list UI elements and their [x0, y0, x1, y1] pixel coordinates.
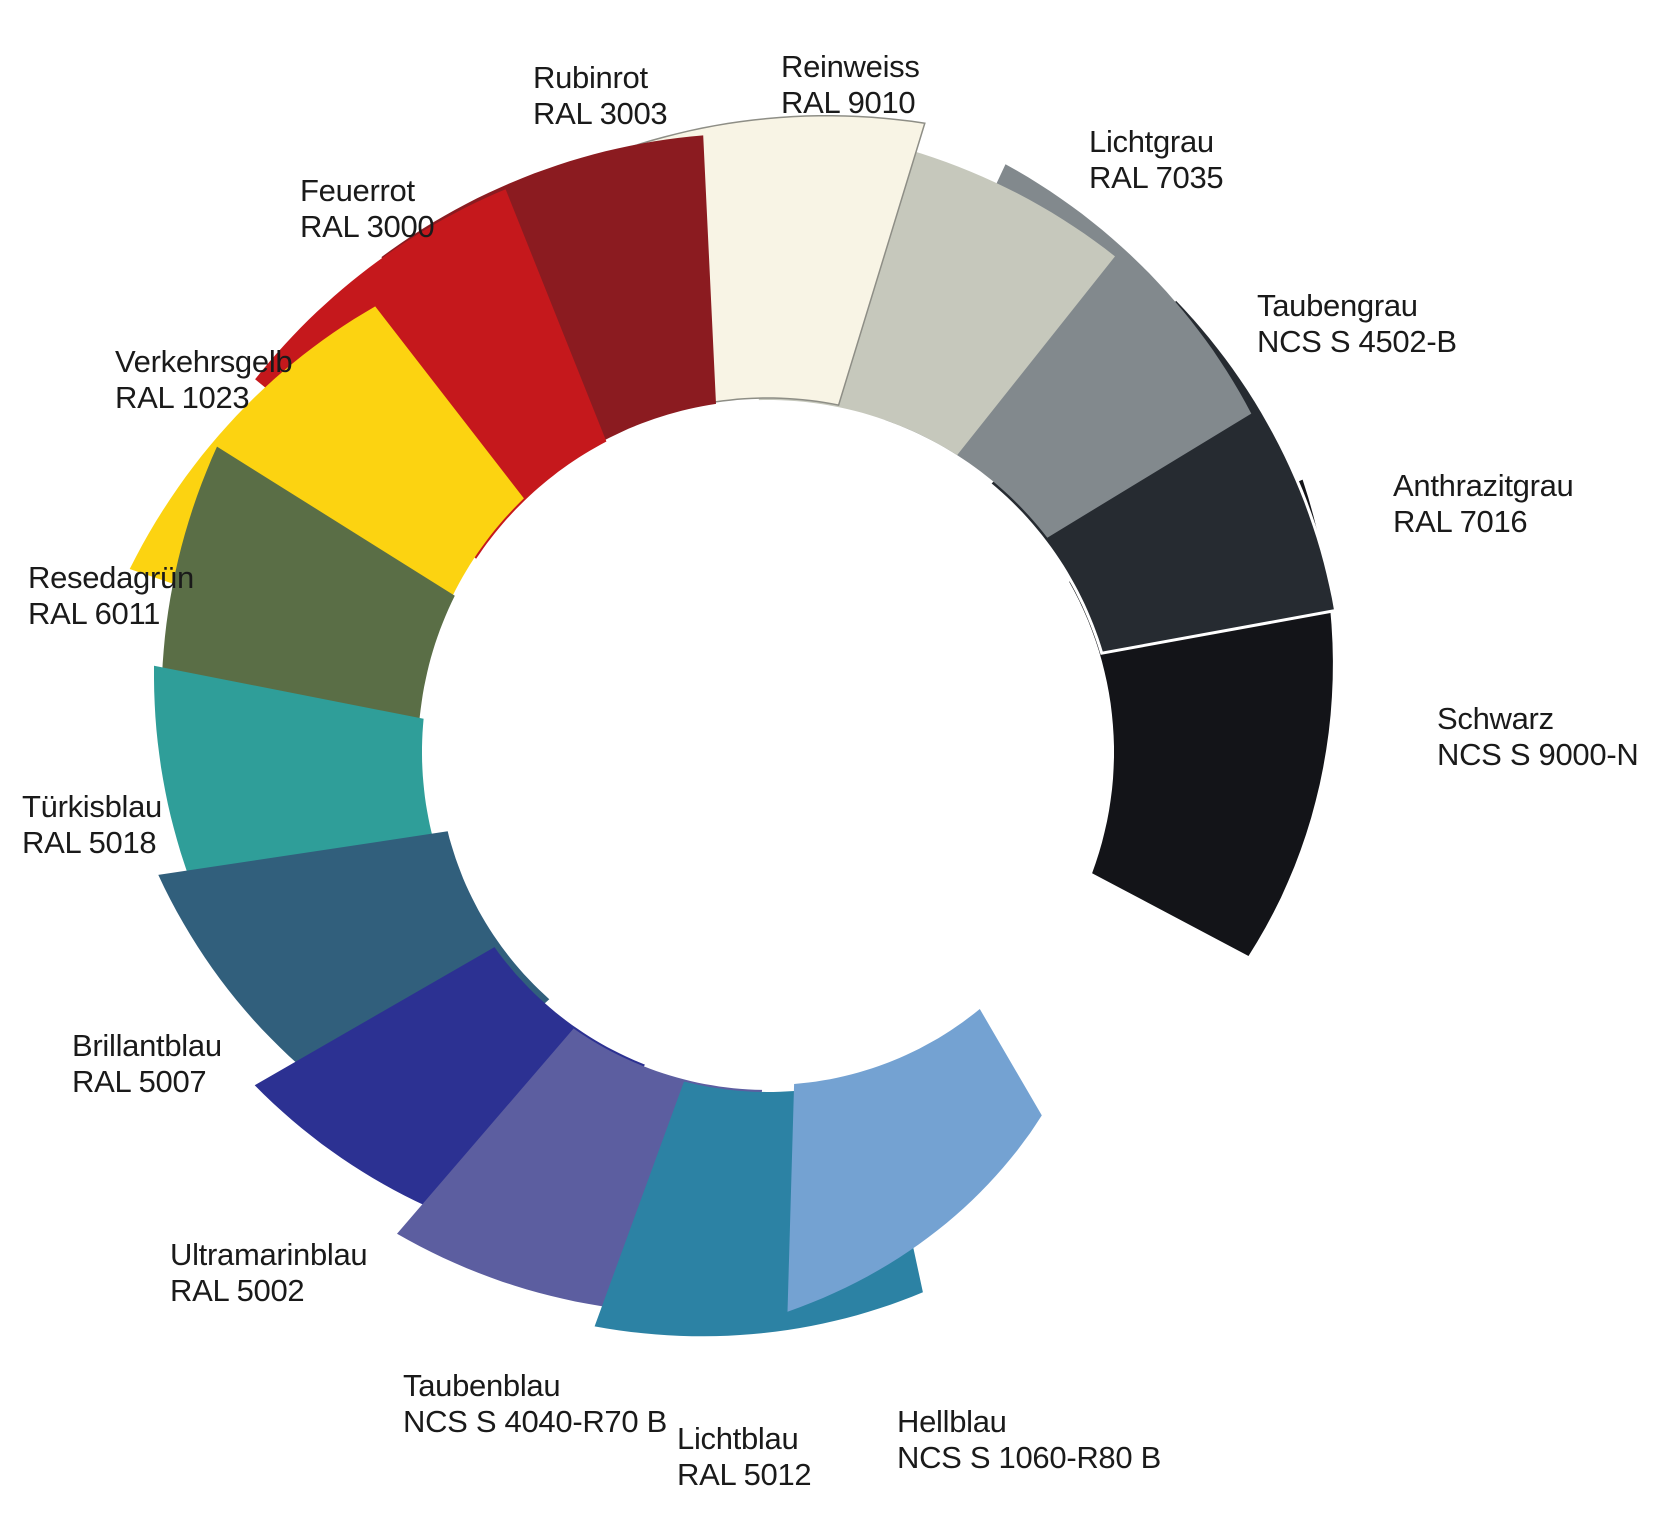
color-name-label: Resedagrün: [28, 560, 194, 595]
label-lichtgrau: Lichtgrau RAL 7035: [1089, 124, 1223, 195]
color-code-label: NCS S 4502-B: [1257, 324, 1457, 359]
color-code-label: RAL 6011: [28, 596, 160, 631]
color-name-label: Lichtblau: [677, 1421, 798, 1456]
color-code-label: RAL 5012: [677, 1457, 811, 1492]
color-code-label: RAL 7016: [1393, 504, 1527, 539]
label-tuerkisblau: Türkisblau RAL 5018: [22, 789, 162, 860]
color-code-label: NCS S 9000-N: [1437, 737, 1638, 772]
color-name-label: Ultramarinblau: [170, 1237, 367, 1272]
label-schwarz: Schwarz NCS S 9000-N: [1437, 701, 1638, 772]
color-name-label: Reinweiss: [781, 49, 920, 84]
label-verkehrsgelb: Verkehrsgelb RAL 1023: [115, 344, 292, 415]
color-code-label: RAL 3003: [533, 96, 667, 131]
color-code-label: RAL 5018: [22, 825, 156, 860]
color-name-label: Taubengrau: [1257, 288, 1418, 323]
label-ultramarinblau: Ultramarinblau RAL 5002: [170, 1237, 367, 1308]
color-code-label: NCS S 1060-R80 B: [897, 1440, 1161, 1475]
color-name-label: Taubenblau: [403, 1368, 560, 1403]
color-name-label: Rubinrot: [533, 60, 648, 95]
color-name-label: Hellblau: [897, 1404, 1007, 1439]
label-resedagruen: Resedagrün RAL 6011: [28, 560, 194, 631]
color-code-label: RAL 5007: [72, 1064, 206, 1099]
color-name-label: Anthrazitgrau: [1393, 468, 1573, 503]
color-name-label: Feuerrot: [300, 173, 415, 208]
label-rubinrot: Rubinrot RAL 3003: [533, 60, 667, 131]
color-code-label: RAL 5002: [170, 1273, 304, 1308]
label-reinweiss: Reinweiss RAL 9010: [781, 49, 920, 120]
label-feuerrot: Feuerrot RAL 3000: [300, 173, 434, 244]
color-code-label: RAL 3000: [300, 209, 434, 244]
color-name-label: Schwarz: [1437, 701, 1554, 736]
color-name-label: Lichtgrau: [1089, 124, 1214, 159]
color-code-label: RAL 9010: [781, 85, 915, 120]
color-code-label: RAL 1023: [115, 380, 249, 415]
segment-anthrazitgrau: [987, 296, 1338, 655]
color-code-label: NCS S 4040-R70 B: [403, 1404, 667, 1439]
label-lichtblau: Lichtblau RAL 5012: [677, 1421, 811, 1492]
label-brillantblau: Brillantblau RAL 5007: [72, 1028, 222, 1099]
segment-feuerrot: [255, 189, 607, 559]
label-taubengrau: Taubengrau NCS S 4502-B: [1257, 288, 1457, 359]
color-code-label: RAL 7035: [1089, 160, 1223, 195]
segment-hellblau: [787, 1009, 1042, 1312]
label-anthrazitgrau: Anthrazitgrau RAL 7016: [1393, 468, 1573, 539]
color-name-label: Brillantblau: [72, 1028, 222, 1063]
color-name-label: Türkisblau: [22, 789, 162, 824]
color-name-label: Verkehrsgelb: [115, 344, 292, 379]
label-hellblau: Hellblau NCS S 1060-R80 B: [897, 1404, 1161, 1475]
label-taubenblau: Taubenblau NCS S 4040-R70 B: [403, 1368, 667, 1439]
